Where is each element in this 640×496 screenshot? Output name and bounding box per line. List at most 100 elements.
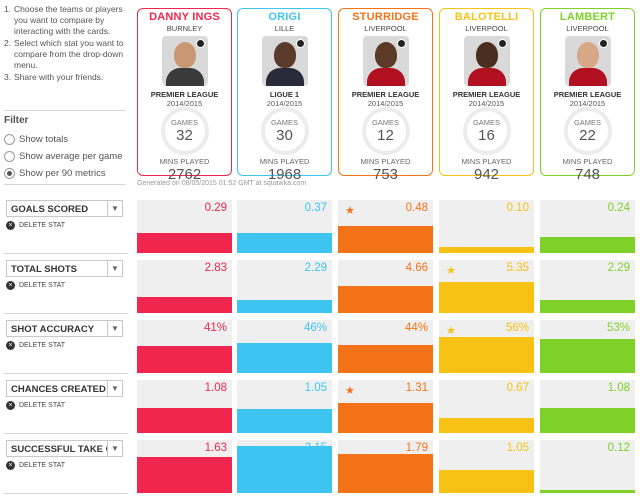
stat-bar	[137, 233, 232, 253]
stat-value: 53%	[606, 322, 630, 334]
games-ring: GAMES 22	[563, 107, 612, 155]
player-name: STURRIDGE	[352, 11, 419, 23]
player-photo[interactable]	[261, 36, 308, 86]
close-circle-icon[interactable]: ×	[6, 281, 15, 290]
games-ring: GAMES 12	[361, 107, 410, 155]
player-card[interactable]: STURRIDGE LIVERPOOL PREMIER LEAGUE 2014/201…	[338, 8, 433, 183]
stat-value: 1.05	[506, 442, 529, 454]
mins-value: 942	[473, 166, 500, 183]
player-name: BALOTELLI	[454, 11, 519, 23]
player-card[interactable]: DANNY INGS BURNLEY PREMIER LEAGUE 2014/2015…	[137, 8, 232, 183]
stat-dropdown-label: CHANCES CREATED	[11, 384, 106, 395]
stat-value: 2.29	[304, 262, 327, 274]
league-name: PREMIER LEAGUE	[452, 90, 521, 99]
filter-option-totals[interactable]: Show totals	[4, 134, 68, 145]
stat-bar	[137, 408, 232, 433]
delete-stat-label: DELETE STAT	[19, 342, 66, 349]
delete-stat-button[interactable]: × DELETE STAT	[6, 221, 65, 230]
close-circle-icon[interactable]: ×	[6, 401, 15, 410]
player-card[interactable]: LAMBERT LIVERPOOL PREMIER LEAGUE 2014/2015 G…	[540, 8, 635, 183]
instructions-list: 1. Choose the teams or players you want t…	[4, 4, 130, 84]
stat-value: 41%	[203, 322, 227, 334]
club-name: LIVERPOOL	[364, 24, 407, 33]
close-circle-icon[interactable]: ×	[6, 461, 15, 470]
stat-dropdown-label: GOALS SCORED	[11, 204, 89, 215]
stat-dropdown-label: TOTAL SHOTS	[11, 264, 77, 275]
stat-bar	[137, 346, 232, 373]
stat-cell: 4.66	[338, 260, 433, 313]
mins-label: MINS PLAYED	[461, 157, 512, 166]
player-card[interactable]: ORIGI LILLE LIGUE 1 2014/2015 GAMES 30 MINS PL…	[237, 8, 332, 183]
stat-value: 1.08	[204, 382, 227, 394]
stat-bar	[540, 237, 635, 253]
star-icon: ★	[345, 385, 355, 397]
row-divider	[4, 493, 128, 494]
stat-value: 4.66	[405, 262, 428, 274]
chevron-down-icon[interactable]: ▼	[107, 201, 122, 216]
league-name: PREMIER LEAGUE	[150, 90, 219, 99]
radio-button[interactable]	[4, 134, 15, 145]
star-icon: ★	[446, 325, 456, 337]
stat-dropdown[interactable]: SUCCESSFUL TAKE ONS▼	[6, 440, 123, 457]
league-name: PREMIER LEAGUE	[553, 90, 622, 99]
row-divider	[4, 253, 128, 254]
instruction-item: 2. Select which stat you want to compare …	[4, 38, 124, 70]
close-circle-icon[interactable]: ×	[6, 341, 15, 350]
chevron-down-icon[interactable]: ▼	[107, 441, 122, 456]
player-photo[interactable]	[463, 36, 510, 86]
league-name: LIGUE 1	[269, 90, 300, 99]
chevron-down-icon[interactable]: ▼	[107, 321, 122, 336]
chevron-down-icon[interactable]: ▼	[107, 261, 122, 276]
player-card[interactable]: BALOTELLI LIVERPOOL PREMIER LEAGUE 2014/201…	[439, 8, 534, 183]
games-value: 12	[377, 127, 394, 144]
filter-title: Filter	[4, 115, 29, 126]
stat-dropdown[interactable]: TOTAL SHOTS ▼	[6, 260, 123, 277]
stat-value: 0.37	[304, 202, 327, 214]
delete-stat-button[interactable]: × DELETE STAT	[6, 401, 65, 410]
player-photo[interactable]	[161, 36, 208, 86]
mins-label: MINS PLAYED	[159, 157, 210, 166]
player-head-shape	[576, 42, 599, 68]
stat-bar	[439, 470, 534, 493]
squawka-logo-icon[interactable]	[195, 39, 205, 48]
stat-bar	[338, 286, 433, 313]
games-value: 30	[276, 127, 293, 144]
player-photo[interactable]	[362, 36, 409, 86]
season: 2014/2015	[266, 99, 303, 108]
radio-button[interactable]	[4, 151, 15, 162]
stat-bar	[439, 247, 534, 253]
delete-stat-label: DELETE STAT	[19, 222, 66, 229]
squawka-logo-icon[interactable]	[598, 39, 608, 48]
mins-value: 753	[372, 166, 399, 183]
delete-stat-button[interactable]: × DELETE STAT	[6, 341, 65, 350]
stat-dropdown[interactable]: SHOT ACCURACY ▼	[6, 320, 123, 337]
row-divider	[4, 433, 128, 434]
squawka-logo-icon[interactable]	[295, 39, 305, 48]
stat-cell: 0.10	[439, 200, 534, 253]
player-name: DANNY INGS	[149, 11, 220, 23]
player-name: ORIGI	[268, 11, 301, 23]
player-kit-shape	[265, 68, 304, 86]
stat-dropdown-label: SHOT ACCURACY	[11, 324, 95, 335]
squawka-logo-icon[interactable]	[396, 39, 406, 48]
stat-value: 1.63	[204, 442, 227, 454]
filter-option-average[interactable]: Show average per game	[4, 151, 123, 162]
filter-option-per90[interactable]: Show per 90 metrics	[4, 168, 106, 179]
mins-label: MINS PLAYED	[360, 157, 411, 166]
close-circle-icon[interactable]: ×	[6, 221, 15, 230]
stat-dropdown[interactable]: CHANCES CREATED ▼	[6, 380, 123, 397]
squawka-logo-icon[interactable]	[497, 39, 507, 48]
radio-button-checked[interactable]	[4, 168, 15, 179]
stat-dropdown[interactable]: GOALS SCORED ▼	[6, 200, 123, 217]
divider	[4, 184, 126, 185]
delete-stat-button[interactable]: × DELETE STAT	[6, 281, 65, 290]
stat-value: 0.10	[506, 202, 529, 214]
player-photo[interactable]	[564, 36, 611, 86]
season: 2014/2015	[569, 99, 606, 108]
delete-stat-button[interactable]: × DELETE STAT	[6, 461, 65, 470]
mins-label: MINS PLAYED	[562, 157, 613, 166]
stat-cell: 1.63	[137, 440, 232, 493]
stat-value: 1.31	[405, 382, 428, 394]
stat-bar	[137, 297, 232, 313]
chevron-down-icon[interactable]: ▼	[107, 381, 122, 396]
